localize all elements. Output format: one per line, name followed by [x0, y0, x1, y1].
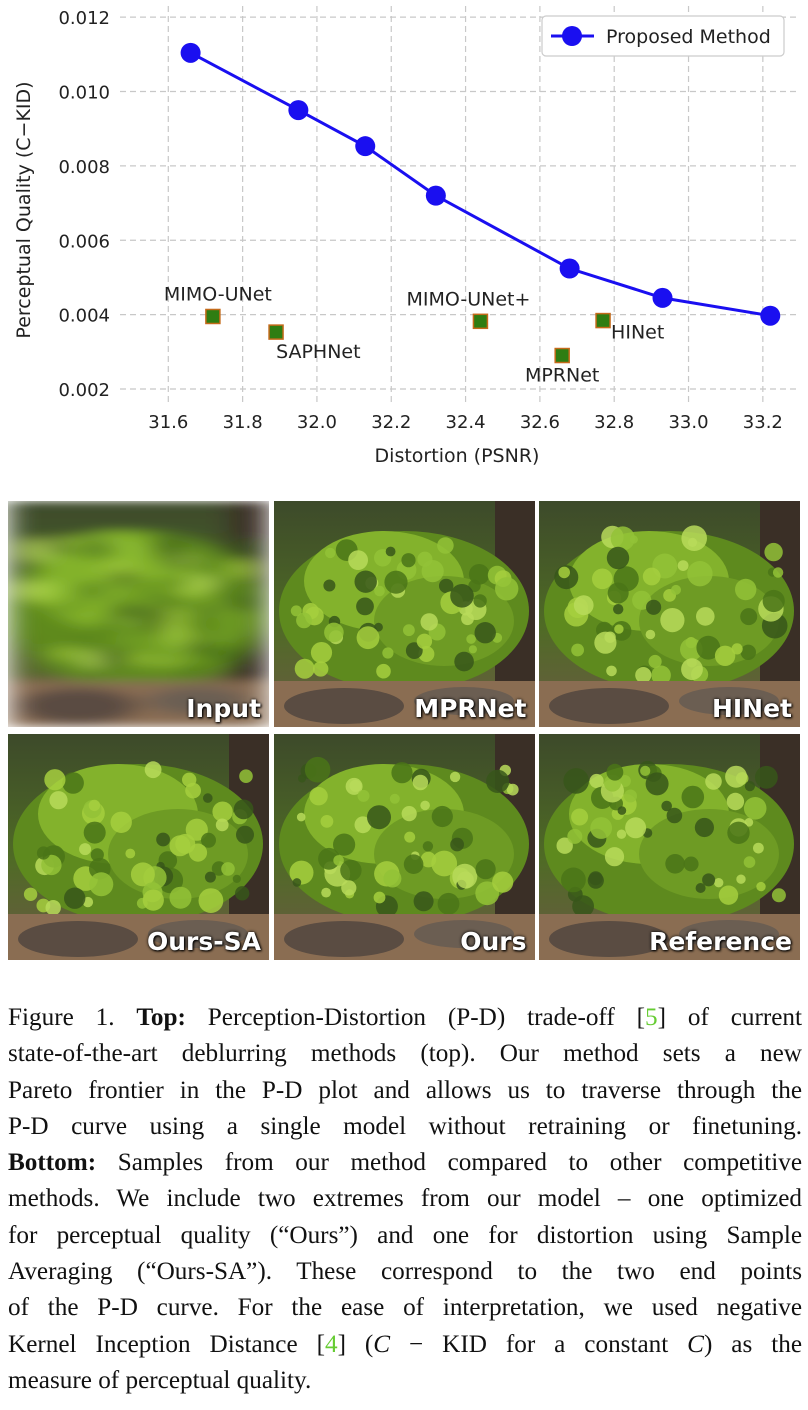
caption-text: ] of current — [657, 1004, 803, 1031]
figure-caption: Figure 1. Top: Perception-Distortion (P-… — [8, 1000, 802, 1399]
proposed-method-point — [425, 185, 446, 206]
chart-legend: Proposed Method — [541, 15, 785, 57]
competitor-label: MIMO-UNet+ — [406, 288, 530, 310]
legend-marker-icon — [562, 26, 582, 46]
x-tick-label: 33.2 — [743, 412, 783, 433]
pd-tradeoff-chart: 0.002 0.004 0.006 0.008 0.010 0.012 31.6 31.8 3… — [0, 0, 808, 480]
input-panel: Input — [8, 501, 269, 727]
citation-link[interactable]: 4 — [324, 1330, 338, 1358]
figure-number: Figure 1. — [8, 1004, 115, 1031]
caption-text: − KID for a constant — [390, 1330, 688, 1358]
math-symbol: C — [687, 1330, 704, 1358]
proposed-method-point — [760, 305, 781, 326]
caption-text: Perception-Distortion (P-D) trade-off [ — [207, 1004, 645, 1031]
x-tick-label: 32.2 — [371, 412, 411, 433]
competitor-marker — [268, 324, 284, 340]
y-tick-label: 0.004 — [58, 306, 110, 327]
caption-text: ) as the — [703, 1330, 802, 1358]
x-tick-label: 31.6 — [148, 412, 188, 433]
caption-line-2: state-of-the-art deblurring methods (top… — [8, 1040, 802, 1068]
x-tick-label: 33.0 — [668, 412, 708, 433]
x-tick-label: 32.6 — [520, 412, 560, 433]
x-tick-label: 31.8 — [223, 412, 263, 433]
reference-panel-label: Reference — [649, 927, 792, 956]
competitor-marker — [595, 312, 611, 329]
reference-panel: Reference — [539, 734, 800, 960]
caption-line-9: of the P-D curve. For the ease of interp… — [8, 1294, 802, 1322]
competitor-marker — [472, 313, 489, 330]
caption-line-11: measure of perceptual quality. — [8, 1366, 312, 1394]
caption-line-8: Averaging (“Ours-SA”). These correspond … — [8, 1258, 802, 1286]
y-tick-label: 0.006 — [58, 231, 110, 252]
chart-grid — [120, 6, 800, 402]
caption-text: Samples from our method compared to othe… — [117, 1149, 802, 1177]
competitor-label: MPRNet — [525, 365, 599, 387]
bush-photo — [8, 501, 269, 727]
ours-sa-panel: Ours-SA — [8, 734, 269, 960]
legend-label-proposed-method: Proposed Method — [606, 26, 771, 48]
ours-panel: Ours — [273, 734, 535, 960]
caption-top-heading: Top: — [136, 1004, 186, 1031]
y-tick-label: 0.008 — [58, 157, 110, 178]
caption-line-7: for perceptual quality (“Ours”) and one … — [8, 1221, 802, 1249]
caption-bottom-heading: Bottom: — [8, 1149, 97, 1177]
y-tick-label: 0.012 — [58, 8, 110, 29]
caption-text: Kernel Inception Distance [ — [8, 1330, 325, 1358]
caption-line-3: Pareto frontier in the P-D plot and allo… — [8, 1076, 802, 1104]
proposed-method-point — [652, 287, 673, 308]
x-tick-label: 32.8 — [594, 412, 634, 433]
x-axis-ticks: 31.6 31.8 32.0 32.2 32.4 32.6 32.8 33.0 33.2 — [148, 412, 783, 433]
citation-link[interactable]: 5 — [645, 1004, 658, 1031]
ours-panel-label: Ours — [460, 927, 527, 956]
bush-photo — [539, 501, 800, 727]
y-axis-label: Perceptual Quality (C−KID) — [13, 81, 35, 338]
proposed-method-point — [288, 100, 309, 121]
competitor-marker — [554, 347, 570, 364]
proposed-method-line — [189, 51, 771, 318]
proposed-method-point — [180, 42, 201, 63]
competitor-marker — [205, 308, 221, 325]
bush-photo — [273, 734, 535, 960]
y-axis-ticks: 0.002 0.004 0.006 0.008 0.010 0.012 — [58, 8, 110, 401]
x-tick-label: 32.4 — [446, 412, 486, 433]
competitor-label: HINet — [611, 322, 664, 344]
caption-line-4: P-D curve using a single model without r… — [8, 1112, 802, 1140]
input-panel-label: Input — [186, 694, 261, 723]
caption-line-5: Bottom: Samples from our method compared… — [8, 1145, 802, 1181]
y-tick-label: 0.010 — [58, 83, 110, 104]
competitor-label: SAPHNet — [276, 341, 361, 363]
proposed-method-series — [180, 42, 781, 326]
x-tick-label: 32.0 — [297, 412, 337, 433]
caption-text: ] ( — [337, 1330, 374, 1358]
proposed-method-point — [355, 136, 376, 157]
proposed-method-point — [559, 258, 580, 279]
competitor-label: MIMO-UNet — [164, 283, 272, 305]
caption-line-10: Kernel Inception Distance [4] (C − KID f… — [8, 1327, 802, 1363]
sample-image-grid: Input MPRNet HINet Ours-SA Ours Reference — [8, 501, 800, 960]
hinet-panel-label: HINet — [711, 694, 792, 723]
caption-line-1: Figure 1. Top: Perception-Distortion (P-… — [8, 1000, 802, 1036]
ours-sa-panel-label: Ours-SA — [147, 927, 261, 956]
math-symbol: C — [373, 1330, 391, 1358]
hinet-panel: HINet — [539, 501, 800, 727]
x-axis-label: Distortion (PSNR) — [375, 445, 540, 467]
competitor-markers: MIMO-UNet SAPHNet MIMO-UNet+ MPRNet HINet — [164, 283, 664, 386]
bush-photo — [273, 501, 535, 727]
bush-photo — [8, 734, 269, 960]
mprnet-panel-label: MPRNet — [414, 694, 527, 723]
mprnet-panel: MPRNet — [273, 501, 535, 727]
bush-photo — [539, 734, 800, 960]
caption-line-6: methods. We include two extremes from ou… — [8, 1185, 802, 1213]
y-tick-label: 0.002 — [58, 380, 110, 401]
